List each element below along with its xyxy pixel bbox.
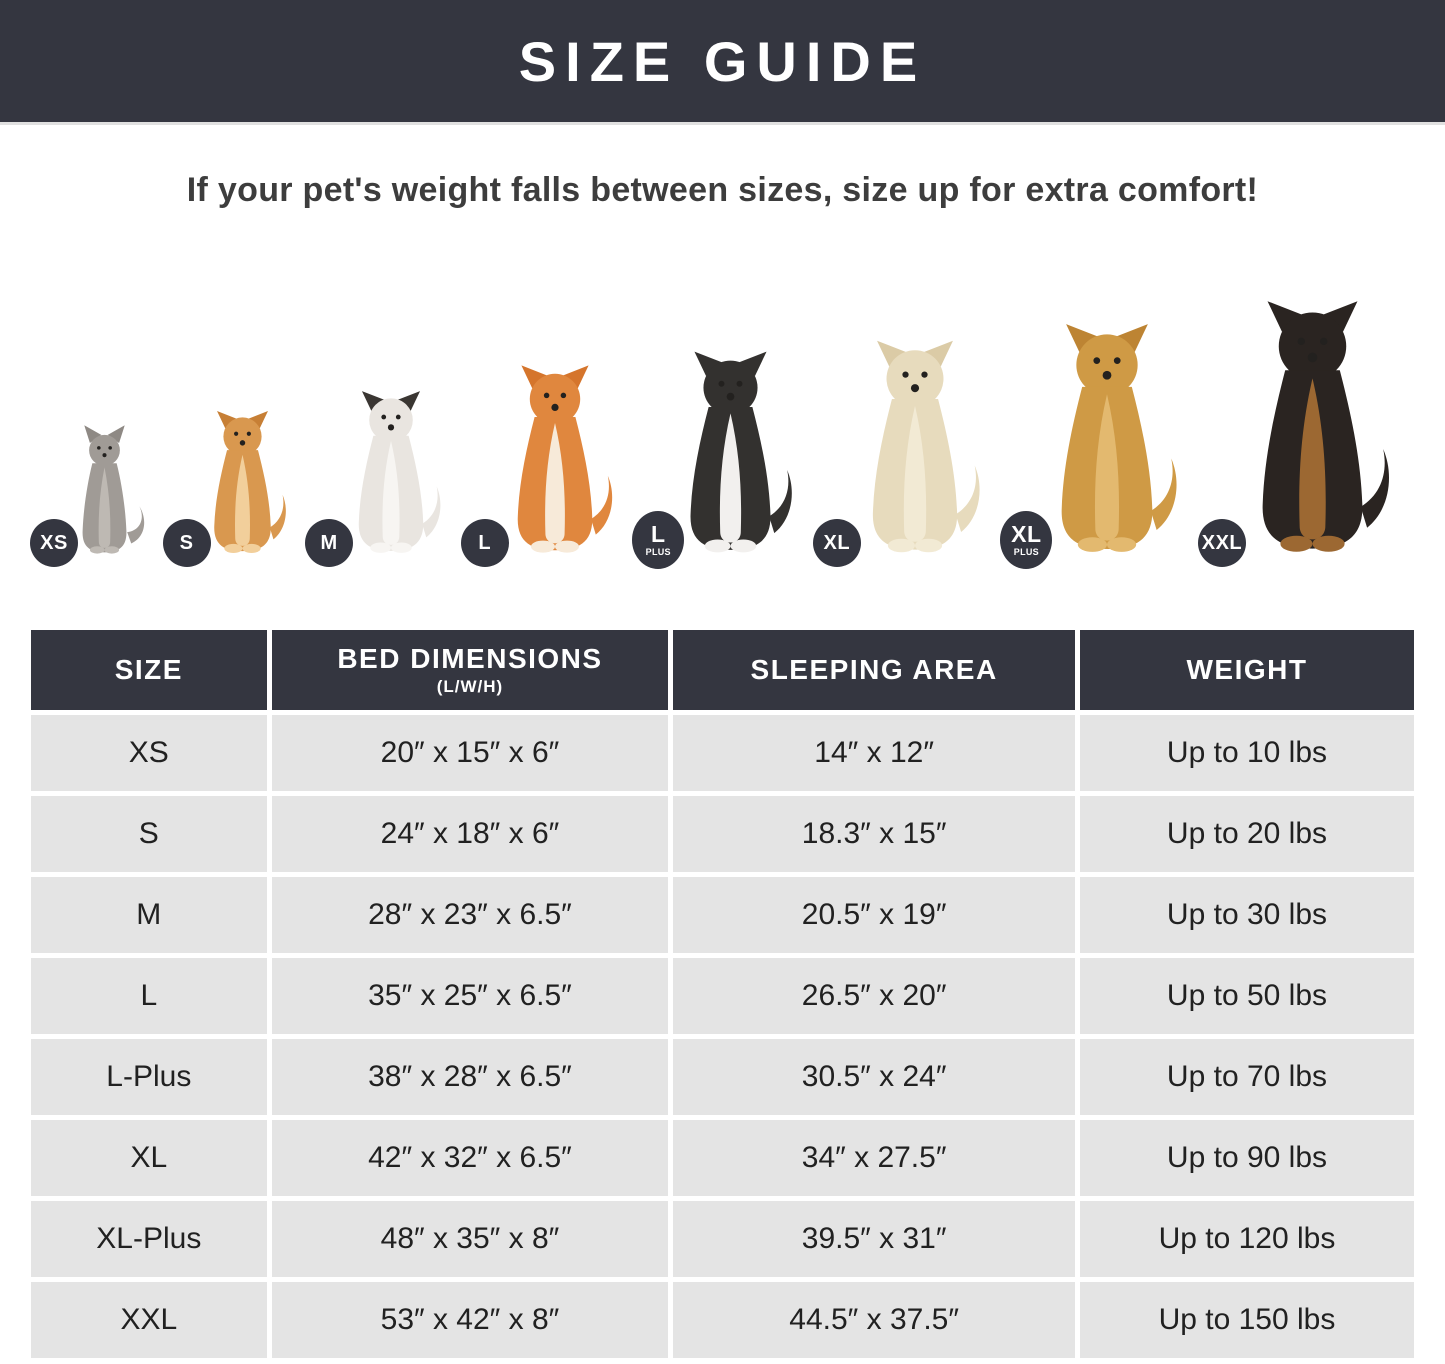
s-weight-cell: Up to 20 lbs xyxy=(1079,796,1414,872)
xxl-bed-cell: 53″ x 42″ x 8″ xyxy=(271,1282,669,1358)
size-badge-label: XXL xyxy=(1201,532,1243,554)
xs-sleep-cell: 14″ x 12″ xyxy=(673,715,1075,791)
french-bulldog-image xyxy=(339,389,443,555)
xl-bed-cell: 42″ x 32″ x 6.5″ xyxy=(271,1120,669,1196)
pet-size-comparison-row: XS S M L L xyxy=(0,210,1445,593)
s-sleep-cell: 18.3″ x 15″ xyxy=(673,796,1075,872)
pet-golden-retriever: XL PLUS xyxy=(1000,321,1180,569)
size-badge-m: M xyxy=(305,519,354,567)
page-title: SIZE GUIDE xyxy=(518,29,927,93)
xl-plus-weight-cell: Up to 120 lbs xyxy=(1079,1201,1414,1277)
table-header-sublabel: (L/W/H) xyxy=(436,677,504,696)
pet-pomeranian: S xyxy=(162,409,288,567)
m-sleep-cell: 20.5″ x 19″ xyxy=(673,877,1075,953)
table-header-label: SIZE xyxy=(114,654,183,685)
table-header-label: WEIGHT xyxy=(1186,654,1308,685)
xl-plus-bed-cell: 48″ x 35″ x 8″ xyxy=(271,1201,669,1277)
pet-doberman: XXL xyxy=(1197,298,1393,567)
m-weight-cell: Up to 30 lbs xyxy=(1079,877,1414,953)
size-badge-label: L xyxy=(478,532,492,554)
l-plus-size-cell: L-Plus xyxy=(31,1039,267,1115)
size-badge-xl: XL xyxy=(812,519,861,567)
l-weight-cell: Up to 50 lbs xyxy=(1079,958,1414,1034)
xl-plus-size-cell: XL-Plus xyxy=(31,1201,267,1277)
s-bed-cell: 24″ x 18″ x 6″ xyxy=(271,796,669,872)
xs-weight-cell: Up to 10 lbs xyxy=(1079,715,1414,791)
pet-shiba-inu: L xyxy=(460,363,615,567)
pet-border-collie: L PLUS xyxy=(632,349,795,569)
size-badge-xs: XS xyxy=(30,519,78,567)
xs-size-cell: XS xyxy=(31,715,267,791)
size-badge-l-plus: L PLUS xyxy=(632,511,685,569)
xxl-sleep-cell: 44.5″ x 37.5″ xyxy=(673,1282,1075,1358)
xxl-weight-cell: Up to 150 lbs xyxy=(1079,1282,1414,1358)
pet-french-bulldog: M xyxy=(305,389,443,567)
xl-weight-cell: Up to 90 lbs xyxy=(1079,1120,1414,1196)
pet-cat: XS xyxy=(30,425,145,567)
xl-sleep-cell: 34″ x 27.5″ xyxy=(673,1120,1075,1196)
l-plus-weight-cell: Up to 70 lbs xyxy=(1079,1039,1414,1115)
l-plus-bed-cell: 38″ x 28″ x 6.5″ xyxy=(271,1039,669,1115)
size-badge-sublabel: PLUS xyxy=(1013,547,1039,557)
column-header-size: SIZE xyxy=(31,630,267,710)
shiba-inu-image xyxy=(495,363,615,555)
xxl-size-cell: XXL xyxy=(31,1282,267,1358)
l-sleep-cell: 26.5″ x 20″ xyxy=(673,958,1075,1034)
size-badge-label: S xyxy=(179,532,194,554)
size-badge-label: XL xyxy=(823,532,851,554)
size-table: SIZE BED DIMENSIONS (L/W/H) SLEEPING ARE… xyxy=(31,630,1414,1358)
sizing-advice-text: If your pet's weight falls between sizes… xyxy=(186,171,1259,209)
pomeranian-image xyxy=(197,409,288,555)
size-guide-header: SIZE GUIDE xyxy=(0,0,1445,125)
l-bed-cell: 35″ x 25″ x 6.5″ xyxy=(271,958,669,1034)
size-badge-sublabel: PLUS xyxy=(645,547,671,557)
xs-bed-cell: 20″ x 15″ x 6″ xyxy=(271,715,669,791)
size-badge-label: XL xyxy=(1011,521,1042,547)
l-size-cell: L xyxy=(31,958,267,1034)
size-badge-label: XS xyxy=(40,532,68,554)
s-size-cell: S xyxy=(31,796,267,872)
column-header-bed-dimensions: BED DIMENSIONS (L/W/H) xyxy=(271,630,669,710)
xl-plus-sleep-cell: 39.5″ x 31″ xyxy=(673,1201,1075,1277)
column-header-weight: WEIGHT xyxy=(1079,630,1414,710)
pet-labrador: XL xyxy=(812,338,983,567)
size-badge-label: M xyxy=(320,532,338,554)
border-collie-image xyxy=(666,349,795,555)
golden-retriever-image xyxy=(1034,321,1180,555)
size-badge-l: L xyxy=(460,519,509,567)
size-badge-label: L xyxy=(650,521,666,547)
size-badge-xxl: XXL xyxy=(1197,519,1246,567)
column-header-sleeping-area: SLEEPING AREA xyxy=(673,630,1075,710)
table-header-label: BED DIMENSIONS xyxy=(337,643,603,674)
doberman-image xyxy=(1232,298,1393,555)
labrador-image xyxy=(847,338,983,555)
size-badge-s: S xyxy=(162,519,211,567)
m-bed-cell: 28″ x 23″ x 6.5″ xyxy=(271,877,669,953)
size-badge-xl-plus: XL PLUS xyxy=(1000,511,1053,569)
m-size-cell: M xyxy=(31,877,267,953)
xl-size-cell: XL xyxy=(31,1120,267,1196)
l-plus-sleep-cell: 30.5″ x 24″ xyxy=(673,1039,1075,1115)
table-header-label: SLEEPING AREA xyxy=(750,654,998,685)
